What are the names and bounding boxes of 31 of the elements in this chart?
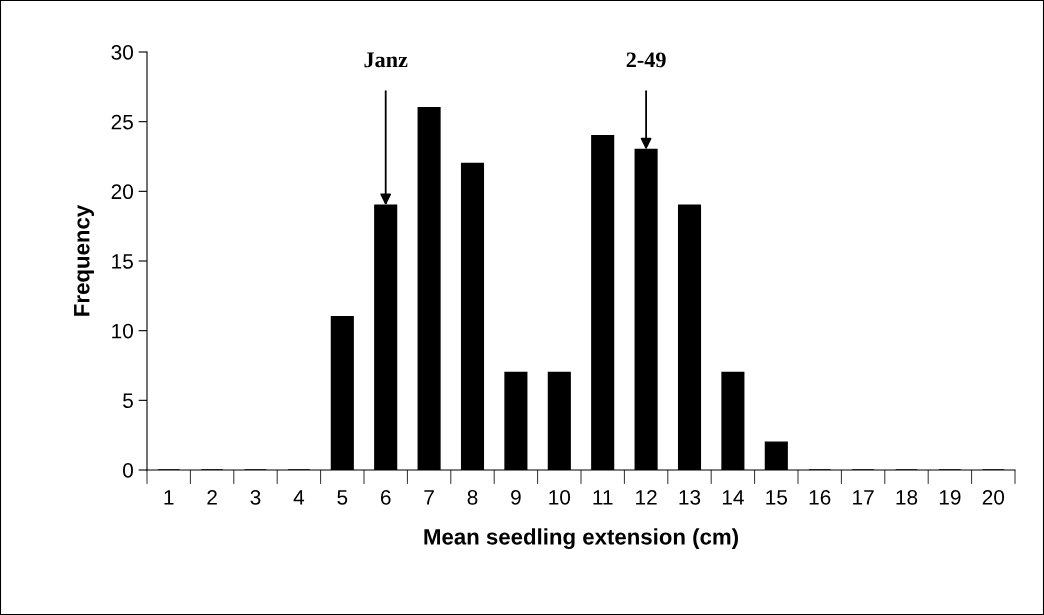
x-tick-label: 6: [380, 489, 391, 505]
y-tick-label: 15: [112, 254, 133, 269]
x-tick-label: 7: [424, 490, 434, 505]
x-tick-label: 2: [207, 489, 217, 505]
annotation: 2-49: [626, 52, 666, 68]
x-tick-label: 15: [766, 490, 788, 505]
x-tick-label: 11: [593, 490, 613, 505]
x-tick-label: 3: [250, 489, 261, 505]
x-tick-label: 8: [467, 489, 478, 505]
x-tick-label: 20: [982, 489, 1005, 505]
y-tick-label: 30: [111, 45, 133, 60]
y-tick-label: 0: [123, 463, 133, 478]
x-tick-label: 9: [511, 489, 521, 505]
x-tick-label: 18: [896, 489, 918, 505]
x-axis-title: Mean seedling extension (cm): [424, 528, 738, 550]
x-tick-label: 12: [636, 489, 657, 505]
x-tick-label: 4: [293, 490, 305, 505]
x-tick-label: 10: [549, 489, 571, 505]
y-tick-label: 20: [111, 184, 133, 200]
x-tick-label: 19: [939, 489, 961, 505]
y-tick-label: 25: [111, 114, 133, 130]
x-tick-label: 5: [337, 490, 348, 505]
x-tick-label: 1: [164, 490, 174, 505]
y-axis-title: Frequency: [74, 204, 94, 316]
x-tick-label: 17: [853, 490, 874, 505]
y-tick-label: 10: [112, 323, 133, 339]
annotation: Janz: [364, 52, 408, 68]
x-tick-label: 13: [679, 489, 701, 505]
x-tick-label: 14: [722, 490, 744, 505]
x-tick-label: 16: [809, 489, 831, 505]
y-tick-label: 5: [123, 393, 133, 409]
